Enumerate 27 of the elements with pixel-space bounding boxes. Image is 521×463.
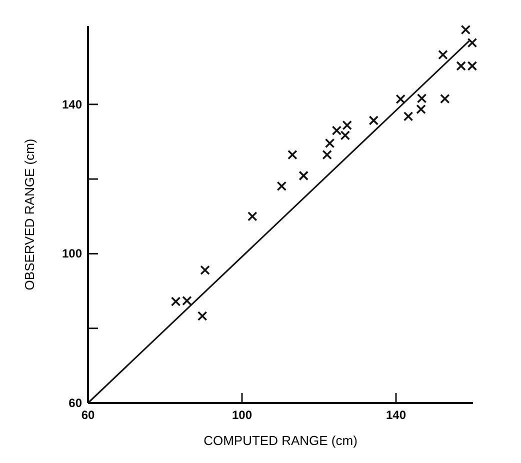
point (416, 104, 426, 114)
point (332, 126, 342, 136)
point (460, 24, 471, 35)
point (438, 50, 448, 60)
point (403, 111, 414, 122)
point (416, 94, 427, 104)
point (368, 116, 379, 126)
x-tick-label: 60 (81, 408, 95, 422)
point (342, 120, 352, 130)
y-tick-label: 60 (68, 396, 82, 410)
point (276, 181, 287, 192)
x-tick-label: 140 (386, 408, 406, 422)
point (440, 94, 450, 104)
y-tick-label: 140 (62, 97, 82, 112)
point (324, 138, 335, 148)
point (322, 150, 332, 160)
x-axis-title: COMPUTED RANGE (cm) (204, 433, 358, 448)
point (200, 265, 210, 276)
y-tick-label: 100 (62, 246, 82, 261)
point (396, 94, 406, 104)
point (298, 170, 308, 181)
point (247, 211, 258, 222)
point (288, 150, 298, 160)
point (340, 130, 350, 140)
x-tick-label: 100 (232, 408, 252, 422)
point (197, 311, 208, 321)
y-axis-title: OBSERVED RANGE (cm) (22, 138, 37, 290)
